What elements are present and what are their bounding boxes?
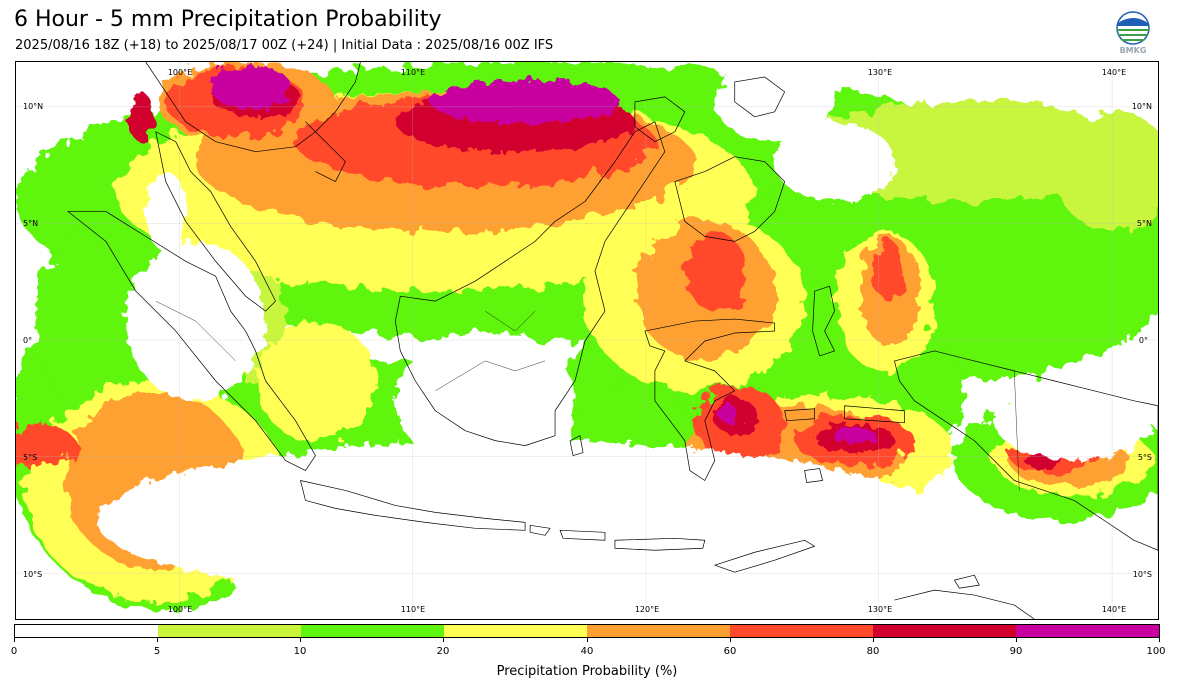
lon-label-top-110e: 110°E	[400, 68, 426, 77]
colorbar-tickmark	[1016, 638, 1017, 642]
lat-label-right-10s: 10°S	[1132, 570, 1152, 579]
lat-label-left-10n: 10°N	[23, 102, 44, 111]
lat-label-right-5n: 5°N	[1136, 219, 1152, 228]
colorbar-tickmark	[443, 638, 444, 642]
lon-label-top-100e: 100°E	[167, 68, 193, 77]
lat-label-left-10s: 10°S	[23, 570, 43, 579]
coastlines	[67, 62, 1158, 619]
colorbar-tick-label: 80	[866, 646, 880, 657]
lon-label-top-130e: 130°E	[867, 68, 893, 77]
map-canvas	[16, 62, 1158, 619]
colorbar-tick-label: 40	[580, 646, 594, 657]
colorbar-tickmark	[1159, 638, 1160, 642]
colorbar-tickmark	[873, 638, 874, 642]
lon-label-bottom-100e: 100°E	[167, 605, 193, 614]
colorbar-tick-label: 20	[436, 646, 450, 657]
lon-label-bottom-130e: 130°E	[867, 605, 893, 614]
chart-title: 6 Hour - 5 mm Precipitation Probability	[14, 7, 442, 32]
svg-text:BMKG: BMKG	[1120, 46, 1147, 55]
colorbar-segment	[587, 625, 730, 637]
lon-label-top-140e: 140°E	[1101, 68, 1127, 77]
colorbar-tick-label: 90	[1009, 646, 1023, 657]
chart-subtitle: 2025/08/16 18Z (+18) to 2025/08/17 00Z (…	[15, 38, 554, 53]
colorbar-tickmark	[157, 638, 158, 642]
lat-label-left-5n: 5°N	[23, 219, 39, 228]
lat-label-left-5s: 5°S	[23, 453, 38, 462]
lat-label-right-0: 0°	[1138, 336, 1148, 345]
bmkg-logo-icon: BMKG	[1116, 11, 1150, 55]
borders	[155, 300, 1020, 491]
lon-label-bottom-110e: 110°E	[400, 605, 426, 614]
colorbar-segment	[1016, 625, 1159, 637]
colorbar-segment	[873, 625, 1016, 637]
colorbar-tickmark	[300, 638, 301, 642]
colorbar-tickmark	[587, 638, 588, 642]
lat-label-left-0: 0°	[23, 336, 33, 345]
precipitation-map: 10°N 5°N 0° 5°S 10°S 10°N 5°N 0° 5°S 10°…	[15, 61, 1159, 620]
lon-label-bottom-140e: 140°E	[1101, 605, 1127, 614]
lat-label-right-10n: 10°N	[1131, 102, 1152, 111]
colorbar-tickmark	[14, 638, 15, 642]
colorbar-tick-label: 0	[10, 646, 18, 657]
colorbar-tick-label: 5	[153, 646, 161, 657]
map-gridlines	[16, 62, 1158, 619]
colorbar-label: Precipitation Probability (%)	[496, 664, 678, 679]
colorbar-segment	[730, 625, 873, 637]
lon-label-bottom-120e: 120°E	[634, 605, 660, 614]
colorbar-segment	[158, 625, 301, 637]
colorbar-tick-label: 10	[293, 646, 307, 657]
colorbar-tickmark	[730, 638, 731, 642]
colorbar-tick-label: 60	[723, 646, 737, 657]
colorbar	[14, 624, 1160, 638]
colorbar-segment	[15, 625, 158, 637]
dry-areas	[95, 62, 1158, 619]
colorbar-segment	[301, 625, 444, 637]
lat-label-right-5s: 5°S	[1137, 453, 1152, 462]
colorbar-tick-label: 100	[1146, 646, 1166, 657]
colorbar-segment	[444, 625, 587, 637]
